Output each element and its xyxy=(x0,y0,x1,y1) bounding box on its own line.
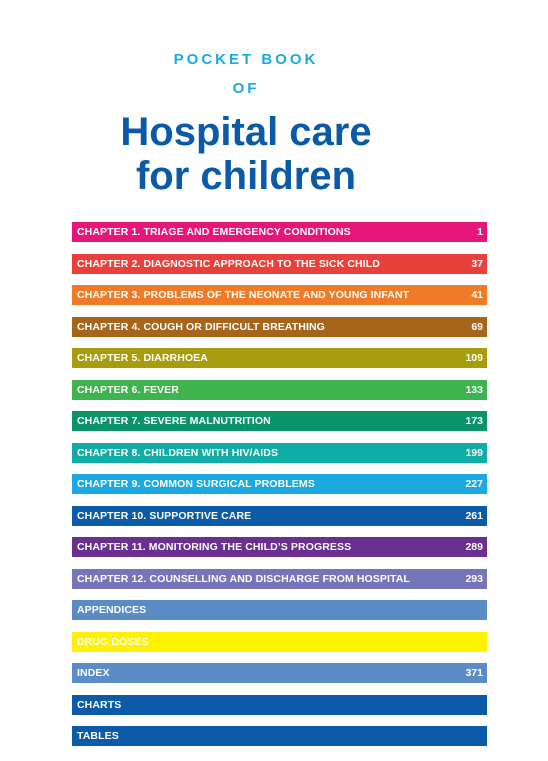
toc-item-chapter-5[interactable]: CHAPTER 5. DIARRHOEA 109 xyxy=(72,348,487,368)
toc-item-label: CHAPTER 7. SEVERE MALNUTRITION xyxy=(77,415,271,427)
toc-item-chapter-9[interactable]: CHAPTER 9. COMMON SURGICAL PROBLEMS 227 xyxy=(72,474,487,494)
toc-item-charts[interactable]: CHARTS xyxy=(72,695,487,715)
toc-item-label: CHAPTER 5. DIARRHOEA xyxy=(77,352,208,364)
toc-item-label: CHAPTER 3. PROBLEMS OF THE NEONATE AND Y… xyxy=(77,289,410,301)
toc-item-page-number: 261 xyxy=(465,510,483,522)
toc-item-label: TABLES xyxy=(77,730,119,742)
toc-item-chapter-8[interactable]: CHAPTER 8. CHILDREN WITH HIV/AIDS 199 xyxy=(72,443,487,463)
toc-item-label: CHAPTER 10. SUPPORTIVE CARE xyxy=(77,510,252,522)
pretitle-line-2: OF xyxy=(232,80,260,97)
toc-item-chapter-3[interactable]: CHAPTER 3. PROBLEMS OF THE NEONATE AND Y… xyxy=(72,285,487,305)
toc-item-label: INDEX xyxy=(77,667,110,679)
page-title-line-1: Hospital care xyxy=(120,110,372,154)
page-title-line-2: for children xyxy=(135,154,357,198)
toc-item-chapter-12[interactable]: CHAPTER 12. COUNSELLING AND DISCHARGE FR… xyxy=(72,569,487,589)
toc-item-label: CHAPTER 1. TRIAGE AND EMERGENCY CONDITIO… xyxy=(77,226,351,238)
toc-item-page-number: 289 xyxy=(465,541,483,553)
toc-item-page-number: 109 xyxy=(465,352,483,364)
toc-item-page-number: 199 xyxy=(465,447,483,459)
toc-item-page-number: 69 xyxy=(471,321,483,333)
toc-item-index[interactable]: INDEX 371 xyxy=(72,663,487,683)
toc-item-page-number: 133 xyxy=(465,384,483,396)
toc-item-chapter-7[interactable]: CHAPTER 7. SEVERE MALNUTRITION 173 xyxy=(72,411,487,431)
toc-item-page-number: 41 xyxy=(471,289,483,301)
toc-item-chapter-2[interactable]: CHAPTER 2. DIAGNOSTIC APPROACH TO THE SI… xyxy=(72,254,487,274)
toc-item-chapter-11[interactable]: CHAPTER 11. MONITORING THE CHILD’S PROGR… xyxy=(72,537,487,557)
toc-item-drug-doses[interactable]: DRUG DOSES xyxy=(72,632,487,652)
toc-item-label: CHAPTER 6. FEVER xyxy=(77,384,179,396)
toc-item-chapter-1[interactable]: CHAPTER 1. TRIAGE AND EMERGENCY CONDITIO… xyxy=(72,222,487,242)
toc-item-label: APPENDICES xyxy=(77,604,147,616)
toc-item-chapter-10[interactable]: CHAPTER 10. SUPPORTIVE CARE 261 xyxy=(72,506,487,526)
toc-item-chapter-4[interactable]: CHAPTER 4. COUGH OR DIFFICULT BREATHING 6… xyxy=(72,317,487,337)
toc-item-label: CHARTS xyxy=(77,699,122,711)
toc-item-label: CHAPTER 8. CHILDREN WITH HIV/AIDS xyxy=(77,447,279,459)
toc-item-page-number: 37 xyxy=(471,258,483,270)
toc-item-page-number: 293 xyxy=(465,573,483,585)
toc-item-page-number: 227 xyxy=(465,478,483,490)
toc-item-label: CHAPTER 12. COUNSELLING AND DISCHARGE FR… xyxy=(77,573,410,585)
toc-item-tables[interactable]: TABLES xyxy=(72,726,487,746)
toc-item-page-number: 1 xyxy=(477,226,483,238)
toc-item-label: CHAPTER 11. MONITORING THE CHILD’S PROGR… xyxy=(77,541,352,553)
toc-item-label: DRUG DOSES xyxy=(77,636,149,648)
pretitle-line-1: POCKET BOOK xyxy=(173,51,319,68)
toc-item-page-number: 371 xyxy=(465,667,483,679)
toc-item-appendices[interactable]: APPENDICES xyxy=(72,600,487,620)
toc-item-label: CHAPTER 4. COUGH OR DIFFICULT BREATHING xyxy=(77,321,325,333)
toc-item-chapter-6[interactable]: CHAPTER 6. FEVER 133 xyxy=(72,380,487,400)
toc-item-label: CHAPTER 2. DIAGNOSTIC APPROACH TO THE SI… xyxy=(77,258,380,270)
toc-item-page-number: 173 xyxy=(465,415,483,427)
toc-item-label: CHAPTER 9. COMMON SURGICAL PROBLEMS xyxy=(77,478,315,490)
